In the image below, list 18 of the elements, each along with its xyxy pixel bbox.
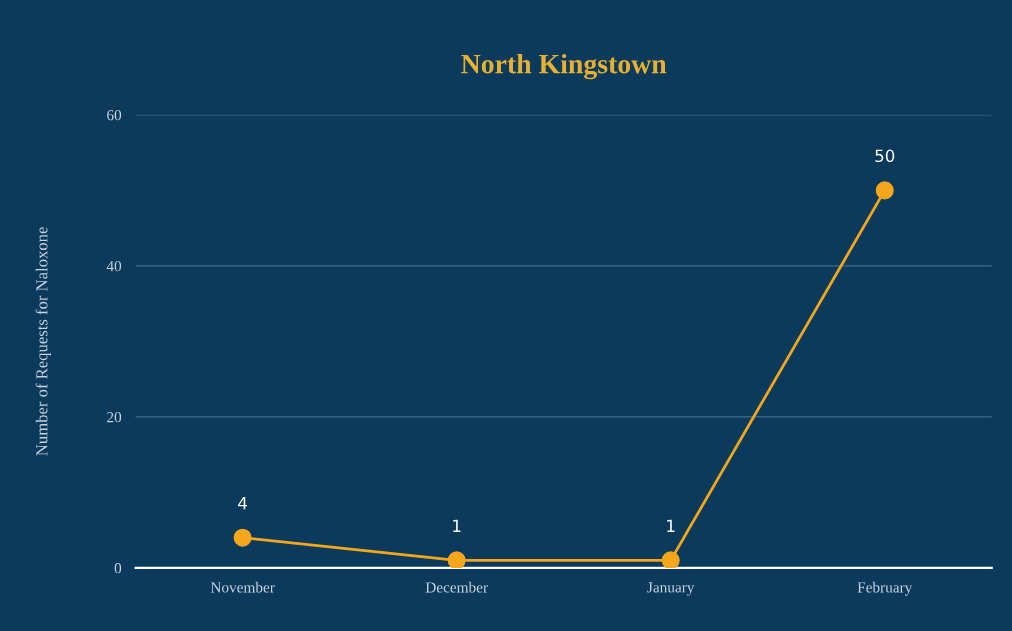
data-label: 1	[453, 519, 461, 532]
point	[447, 551, 466, 568]
y-tick-label: 40	[106, 261, 122, 272]
chart-title: North Kingstown	[461, 53, 667, 80]
point	[875, 181, 894, 200]
x-tick-label: December	[425, 581, 488, 593]
x-tick-label: January	[647, 582, 695, 596]
y-tick-label: 60	[107, 109, 122, 121]
data-label: 50	[875, 149, 895, 163]
x-tick-label: February	[857, 581, 913, 596]
y-tick-label: 0	[114, 563, 122, 574]
point	[233, 528, 252, 547]
y-tick-label: 20	[107, 412, 122, 423]
data-label: 1	[667, 519, 675, 532]
x-tick-label: November	[210, 581, 275, 593]
data-label: 4	[238, 497, 247, 510]
point	[661, 551, 680, 568]
y-axis-title: Number of Requests for Naloxone	[35, 227, 51, 456]
